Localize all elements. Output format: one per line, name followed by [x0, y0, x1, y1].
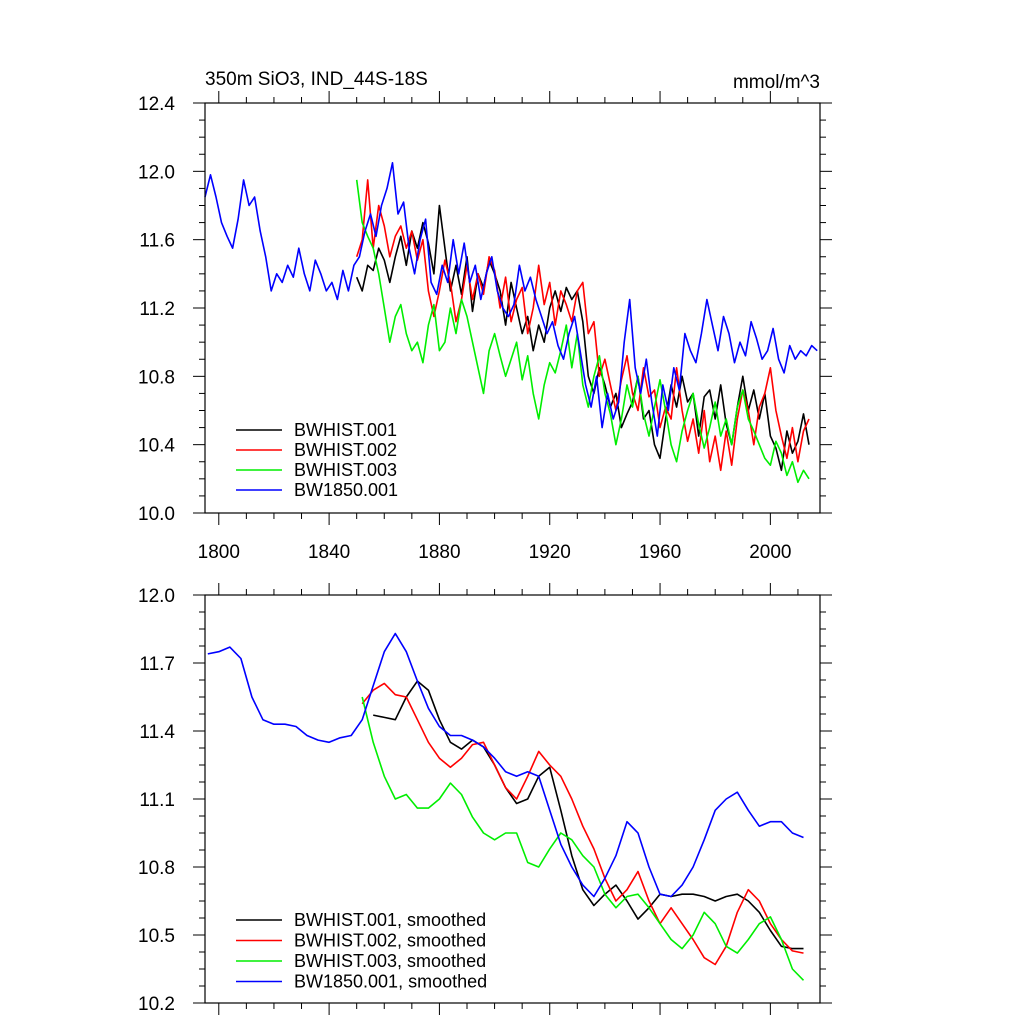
x-tick-label: 1840: [308, 542, 350, 563]
series-line-3: [361, 696, 805, 981]
top-axis-layer: 1800 1840 1880 1920 1960 2000 10.0 10.4 10.8 11.2…: [138, 91, 832, 563]
y-tick-label: 12.0: [138, 586, 175, 607]
y-tick-label: 10.8: [138, 367, 175, 388]
y-tick-label: 10.2: [138, 994, 175, 1015]
x-tick-label: 1920: [529, 542, 571, 563]
legend-label-2: BWHIST.002, smoothed: [294, 931, 486, 951]
legend-label-1: BWHIST.001: [294, 420, 397, 440]
y-tick-label: 11.7: [139, 654, 175, 675]
legend-label-4: BW1850.001, smoothed: [294, 972, 487, 992]
legend-label-1: BWHIST.001, smoothed: [294, 910, 486, 930]
series-line-2: [355, 179, 810, 472]
y-tick-label: 11.4: [139, 722, 175, 743]
top-chart-units: mmol/m^3: [733, 72, 820, 93]
x-tick-label: 1960: [639, 542, 681, 563]
legend-label-3: BWHIST.003, smoothed: [294, 951, 486, 971]
legend-label-4: BW1850.001: [294, 480, 398, 500]
y-tick-label: 12.0: [138, 162, 175, 183]
y-tick-label: 11.6: [139, 231, 175, 252]
top-series-layer: [204, 162, 818, 484]
series-line-4: [207, 632, 804, 898]
bottom-axis-layer: 10.2 10.5 10.8 11.1 11.4 11.7 12.0: [138, 583, 832, 1015]
y-tick-label: 11.1: [139, 790, 175, 811]
y-tick-label: 12.4: [138, 94, 175, 115]
bottom-series-layer: [207, 632, 805, 981]
series-line-3: [355, 179, 810, 484]
y-tick-label: 10.8: [138, 858, 175, 879]
y-tick-label: 11.2: [139, 299, 175, 320]
x-tick-label: 2000: [749, 542, 791, 563]
legend-label-3: BWHIST.003: [294, 460, 397, 480]
x-tick-label: 1800: [198, 542, 240, 563]
top-chart-panel: 350m SiO3, IND_44S-18S mmol/m^3 1800 1840…: [138, 69, 832, 563]
top-chart-title: 350m SiO3, IND_44S-18S: [205, 69, 428, 90]
x-tick-label: 1880: [418, 542, 460, 563]
y-tick-label: 10.5: [138, 926, 175, 947]
bottom-chart-panel: 10.2 10.5 10.8 11.1 11.4 11.7 12.0 BWHIST.001,…: [138, 583, 832, 1015]
y-tick-label: 10.4: [138, 436, 175, 457]
series-line-2: [361, 682, 804, 966]
legend-label-2: BWHIST.002: [294, 440, 397, 460]
y-tick-label: 10.0: [138, 504, 175, 525]
series-line-4: [204, 162, 818, 437]
